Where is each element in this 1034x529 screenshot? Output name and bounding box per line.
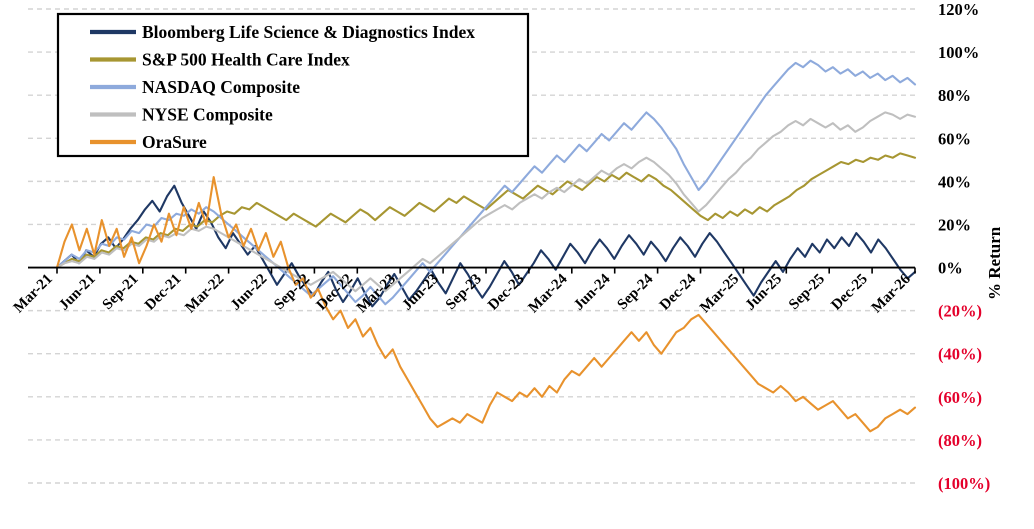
- x-axis-tick-label: Jun-22: [228, 271, 271, 314]
- y-axis-tick-label: (20%): [938, 302, 982, 321]
- chart-legend[interactable]: Bloomberg Life Science & Diagnostics Ind…: [56, 12, 530, 158]
- x-axis-tick-label: Dec-25: [828, 271, 871, 314]
- legend-label-4[interactable]: OraSure: [142, 132, 207, 152]
- y-axis-tick-label: 40%: [938, 172, 971, 191]
- y-axis-labels-group: 120% 100% 80% 60% 40% 20% 0% (20%) (40%) (60%) (80…: [938, 0, 990, 493]
- x-axis-tick-label: Dec-24: [657, 271, 700, 314]
- series-group: [55, 59, 917, 433]
- y-axis-tick-label: (40%): [938, 345, 982, 364]
- y-axis-tick-label: 0%: [938, 259, 963, 278]
- x-axis-group: [28, 266, 916, 274]
- x-axis-tick-label: Sep-25: [786, 271, 828, 313]
- x-axis-tick-label: Dec-21: [142, 271, 185, 314]
- y-axis-title: % Return: [985, 226, 1004, 300]
- legend-label-0[interactable]: Bloomberg Life Science & Diagnostics Ind…: [142, 22, 475, 42]
- series-line-2: [55, 59, 917, 306]
- y-axis-tick-label: 120%: [938, 0, 979, 19]
- legend-label-2[interactable]: NASDAQ Composite: [142, 77, 300, 97]
- x-axis-tick-label: Mar-21: [11, 271, 56, 316]
- y-axis-title-group: % Return: [985, 226, 1004, 300]
- series-line-3: [55, 111, 917, 293]
- x-axis-tick-label: Sep-24: [614, 271, 656, 313]
- series-line-4: [55, 176, 917, 433]
- x-axis-tick-label: Mar-22: [182, 271, 227, 316]
- legend-box: [56, 12, 530, 158]
- y-axis-tick-label: (60%): [938, 388, 982, 407]
- x-axis-tick-label: Mar-26: [869, 271, 914, 316]
- series-line-0: [55, 184, 917, 308]
- x-axis-tick-label: Jun-24: [571, 271, 614, 314]
- y-axis-tick-label: 20%: [938, 215, 971, 234]
- x-axis-tick-label: Mar-25: [697, 271, 742, 316]
- x-axis-tick-label: Mar-23: [354, 271, 399, 316]
- x-axis-tick-label: Sep-21: [100, 271, 142, 313]
- x-axis-tick-label: Mar-24: [526, 271, 571, 316]
- series-line-1: [55, 152, 917, 269]
- y-axis-tick-label: (100%): [938, 474, 990, 493]
- y-axis-tick-label: 100%: [938, 43, 979, 62]
- legend-label-3[interactable]: NYSE Composite: [142, 105, 273, 125]
- x-axis-tick-label: Jun-21: [56, 271, 99, 314]
- y-axis-tick-label: (80%): [938, 431, 982, 450]
- y-axis-tick-label: 60%: [938, 129, 971, 148]
- legend-label-1[interactable]: S&P 500 Health Care Index: [142, 50, 350, 70]
- y-axis-tick-label: 80%: [938, 86, 971, 105]
- x-axis-tick-label: Dec-23: [485, 271, 528, 314]
